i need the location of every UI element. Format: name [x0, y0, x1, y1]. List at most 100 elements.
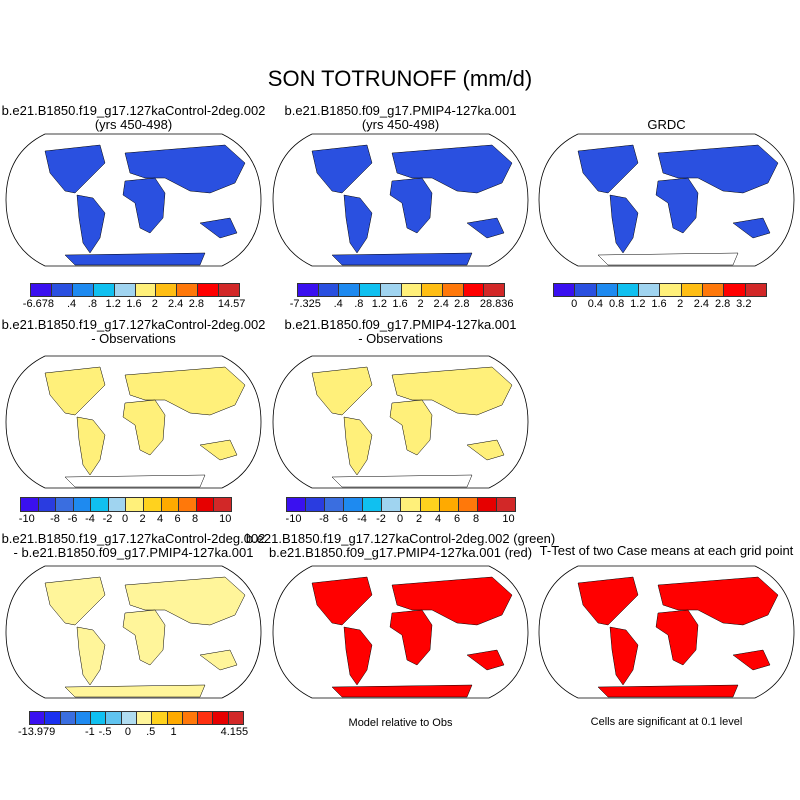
colorbar-label: 6 — [453, 513, 461, 525]
continent — [577, 576, 639, 626]
panel-title: T-Test of two Case means at each grid po… — [539, 543, 794, 558]
continent — [466, 439, 505, 461]
colorbar-label: 2 — [415, 513, 423, 525]
continent — [577, 144, 639, 194]
panel-title: - Observations — [358, 331, 443, 346]
continent — [76, 416, 106, 476]
colorbar-swatch — [306, 498, 326, 511]
world-map — [272, 133, 529, 267]
colorbar-label: 0.4 — [587, 298, 604, 310]
colorbar-swatch — [496, 498, 515, 511]
main-title: SON TOTRUNOFF (mm/d) — [267, 66, 533, 91]
colorbar-label: 1.6 — [126, 298, 142, 310]
map-outline — [5, 355, 262, 489]
colorbar-swatch — [93, 284, 115, 296]
colorbar-swatch — [484, 284, 505, 296]
colorbar-swatch — [463, 284, 485, 296]
continent — [609, 626, 639, 686]
continent — [609, 194, 639, 254]
colorbar-label: 2 — [151, 298, 158, 310]
continent — [199, 649, 238, 671]
panel-title: (yrs 450-498) — [361, 117, 440, 132]
colorbar-swatch — [703, 284, 725, 296]
colorbar-label: .4 — [333, 298, 343, 310]
continent — [76, 626, 106, 686]
colorbar-label: 2 — [677, 298, 684, 310]
world-map — [272, 565, 529, 699]
colorbar-swatch — [114, 284, 136, 296]
colorbar-label: 1 — [170, 726, 177, 738]
panel-title: b.e21.B1850.f09_g17.PMIP4-127ka.001 (red… — [268, 545, 533, 560]
colorbar-label: 0 — [124, 726, 131, 738]
continent — [331, 684, 473, 698]
panel-title: b.e21.B1850.f09_g17.PMIP4-127ka.001 — [284, 317, 517, 332]
continent — [732, 649, 771, 671]
colorbar-swatch — [214, 498, 231, 511]
colorbar-swatch — [196, 498, 215, 511]
colorbar-label: 10 — [219, 513, 232, 525]
map-outline — [272, 133, 529, 267]
colorbar-label: 0 — [571, 298, 578, 310]
colorbar — [30, 283, 240, 297]
colorbar-label: 1.2 — [371, 298, 388, 310]
colorbar-swatch — [325, 498, 345, 511]
colorbar-swatch — [91, 712, 107, 724]
colorbar-swatch — [38, 498, 57, 511]
colorbar-swatch — [554, 284, 576, 296]
colorbar-label: -2 — [102, 513, 113, 525]
world-map — [5, 565, 262, 699]
continent — [343, 626, 373, 686]
colorbar-swatch — [31, 284, 52, 296]
colorbar-swatch — [339, 284, 361, 296]
colorbar-label: 10 — [502, 513, 515, 525]
continent — [597, 684, 739, 698]
colorbar-label: 3.2 — [736, 298, 752, 310]
colorbar-label: 4 — [156, 513, 164, 525]
continent — [64, 252, 206, 266]
panel-note: Cells are significant at 0.1 level — [590, 716, 743, 728]
colorbar-swatch — [477, 498, 497, 511]
continent — [343, 416, 373, 476]
panel-title: b.e21.B1850.f19_g17.127kaControl-2deg.00… — [1, 317, 266, 332]
colorbar-label: 2 — [417, 298, 424, 310]
colorbar-swatch — [152, 712, 168, 724]
continent — [657, 144, 779, 194]
continent — [466, 649, 505, 671]
colorbar-label: 4.155 — [220, 726, 249, 738]
continent — [122, 399, 166, 456]
colorbar-swatch — [126, 498, 145, 511]
colorbar-label: -1 — [84, 726, 95, 738]
colorbar-swatch — [179, 498, 197, 511]
colorbar-label: 28.836 — [479, 298, 514, 310]
colorbar-label: 2.4 — [693, 298, 710, 310]
colorbar-swatch — [75, 712, 92, 724]
continent — [44, 576, 106, 626]
colorbar-label: -10 — [285, 513, 302, 525]
continent — [389, 177, 433, 234]
continent — [732, 217, 771, 239]
panel-title: b.e21.B1850.f09_g17.PMIP4-127ka.001 — [284, 103, 517, 118]
colorbar-swatch — [228, 712, 243, 724]
colorbar-swatch — [30, 712, 46, 724]
colorbar-swatch — [745, 284, 766, 296]
colorbar-swatch — [51, 284, 73, 296]
colorbar-label: 2.4 — [167, 298, 184, 310]
continent — [389, 609, 433, 666]
continent — [124, 576, 246, 626]
colorbar-label: -8 — [319, 513, 329, 525]
colorbar-swatch — [91, 498, 109, 511]
colorbar-label: 1.2 — [630, 298, 646, 310]
colorbar-label: 2.4 — [433, 298, 449, 310]
colorbar — [286, 497, 516, 512]
colorbar-swatch — [108, 498, 127, 511]
colorbar-swatch — [21, 498, 39, 511]
continent — [597, 252, 739, 266]
map-outline — [5, 133, 262, 267]
colorbar-label: 0 — [396, 513, 404, 525]
continent — [64, 684, 206, 698]
continent — [199, 217, 238, 239]
colorbar-label: 8 — [472, 513, 480, 525]
colorbar-label: -4 — [357, 513, 367, 525]
colorbar-label: 2.8 — [454, 298, 470, 310]
map-outline — [5, 565, 262, 699]
